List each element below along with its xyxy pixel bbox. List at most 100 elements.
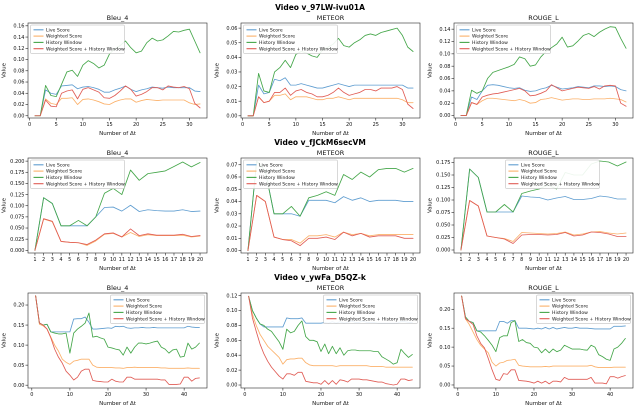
series-line-2 — [34, 97, 201, 117]
plot-area — [240, 157, 421, 254]
x-tick-label: 5 — [494, 257, 497, 263]
x-tick-label: 16 — [375, 257, 381, 263]
y-tick-label: 0.04 — [439, 89, 450, 95]
legend-label-4: Weighted Score + History Window — [259, 46, 338, 52]
y-tick-label: 0.02 — [226, 84, 237, 90]
video-title: Video v_97LW-ivu01A — [275, 3, 365, 12]
legend-label-4: Weighted Score + History Window — [126, 316, 205, 322]
x-tick-label: 30 — [356, 392, 362, 398]
legend-label-1: Live Score — [46, 27, 70, 33]
chart-video1-meteor: METEOR 0.00 0.01 0.02 0.03 0.04 0.05 0.06 0 5 10 15… — [215, 14, 421, 137]
y-tick-label: 0.125 — [436, 185, 450, 191]
legend-label-3: History Window — [339, 310, 375, 316]
y-tick-label: 0.05 — [226, 40, 237, 46]
video-title: Video v_ywFa_D5QZ-k — [274, 273, 366, 282]
y-tick-label: 0.025 — [10, 237, 24, 243]
x-tick-label: 3 — [264, 257, 267, 263]
legend-label-1: Live Score — [46, 162, 70, 168]
y-tick-label: 0.100 — [10, 203, 24, 209]
legend-label-2: Weighted Score — [46, 169, 82, 175]
y-tick-label: 0.000 — [10, 248, 24, 254]
x-tick-label: 1 — [246, 257, 249, 263]
x-axis-label: Number of Δt — [312, 266, 350, 272]
x-tick-label: 2 — [468, 257, 471, 263]
y-tick-label: 0.07 — [226, 162, 237, 168]
series-line-1 — [34, 84, 201, 117]
y-tick-label: 0.10 — [226, 308, 237, 314]
y-tick-label: 0.100 — [436, 198, 450, 204]
x-tick-label: 1 — [33, 257, 36, 263]
y-tick-label: 0.04 — [13, 91, 24, 97]
series-line-2 — [248, 295, 413, 368]
x-tick-label: 5 — [481, 122, 484, 128]
x-tick-label: 20 — [105, 392, 111, 398]
x-tick-label: 30 — [569, 392, 575, 398]
chart-video1-rougel: ROUGE_L 0.00 0.02 0.04 0.06 0.08 0.10 0.12 0.14 0… — [428, 14, 634, 137]
x-tick-label: 3 — [477, 257, 480, 263]
x-tick-label: 4 — [59, 257, 62, 263]
legend-label-2: Weighted Score — [521, 169, 557, 175]
chart-title: ROUGE_L — [528, 149, 559, 157]
x-tick-label: 10 — [80, 122, 86, 128]
series-line-4 — [460, 84, 627, 116]
chart-video3-meteor: METEOR 0.00 0.02 0.04 0.06 0.08 0.10 0.12 0 10 20 3… — [215, 284, 421, 407]
series-line-4 — [247, 86, 414, 117]
legend-label-1: Live Score — [126, 297, 150, 303]
series-line-2 — [460, 97, 627, 116]
legend-label-1: Live Score — [259, 27, 283, 33]
x-axis-label: Number of Δt — [99, 401, 137, 407]
x-axis-label: Number of Δt — [99, 131, 137, 137]
y-tick-label: 0.02 — [13, 102, 24, 108]
x-tick-label: 14 — [145, 257, 151, 263]
y-tick-label: 0.075 — [10, 215, 24, 221]
x-tick-label: 15 — [366, 257, 372, 263]
x-tick-label: 40 — [181, 392, 187, 398]
x-tick-label: 30 — [143, 392, 149, 398]
legend-box — [243, 159, 338, 189]
x-tick-label: 5 — [268, 122, 271, 128]
chart-video3-bleu4: Bleu_4 0.00 0.05 0.10 0.15 0.20 0 10 20 30 40 Numbe… — [2, 284, 208, 407]
series-line-1 — [461, 295, 626, 332]
chart-strip: Bleu_4 0.000 0.025 0.050 0.075 0.100 0.125 0.15… — [0, 148, 640, 272]
legend-label-3: History Window — [552, 310, 588, 316]
x-tick-label: 10 — [506, 122, 512, 128]
chart-title: ROUGE_L — [528, 284, 559, 292]
chart-video2-rougel: ROUGE_L 0.000 0.025 0.050 0.075 0.100 0.125 0.1… — [428, 149, 634, 272]
y-tick-label: 0.14 — [13, 35, 24, 41]
x-tick-label: 15 — [579, 257, 585, 263]
x-tick-label: 20 — [559, 122, 565, 128]
x-tick-label: 19 — [188, 257, 194, 263]
y-tick-label: 0.150 — [10, 181, 24, 187]
x-tick-label: 18 — [605, 257, 611, 263]
chart-title: METEOR — [317, 149, 345, 157]
video-title: Video v_fJCkM6secVM — [274, 138, 366, 147]
legend-box — [536, 294, 631, 324]
x-axis-label: Number of Δt — [525, 266, 563, 272]
y-tick-label: 0.10 — [13, 343, 24, 349]
x-tick-label: 8 — [520, 257, 523, 263]
y-axis-label: Value — [428, 197, 434, 213]
x-tick-label: 6 — [290, 257, 293, 263]
chart-title: Bleu_4 — [107, 284, 129, 292]
x-tick-label: 0 — [456, 392, 459, 398]
y-tick-label: 0.01 — [226, 99, 237, 105]
x-tick-label: 9 — [316, 257, 319, 263]
x-axis-label: Number of Δt — [525, 131, 563, 137]
x-axis-label: Number of Δt — [99, 266, 137, 272]
legend-label-3: History Window — [259, 40, 295, 46]
y-tick-label: 0.08 — [226, 323, 237, 329]
y-tick-label: 0.04 — [226, 353, 237, 359]
x-tick-label: 10 — [280, 392, 286, 398]
x-tick-label: 0 — [243, 392, 246, 398]
y-tick-label: 0.12 — [439, 39, 450, 45]
y-tick-label: 0.075 — [436, 210, 450, 216]
legend-box — [110, 294, 205, 324]
x-tick-label: 16 — [588, 257, 594, 263]
plot-area — [453, 22, 634, 119]
y-tick-label: 0.06 — [226, 175, 237, 181]
chart-video2-bleu4: Bleu_4 0.000 0.025 0.050 0.075 0.100 0.125 0.15… — [2, 149, 208, 272]
